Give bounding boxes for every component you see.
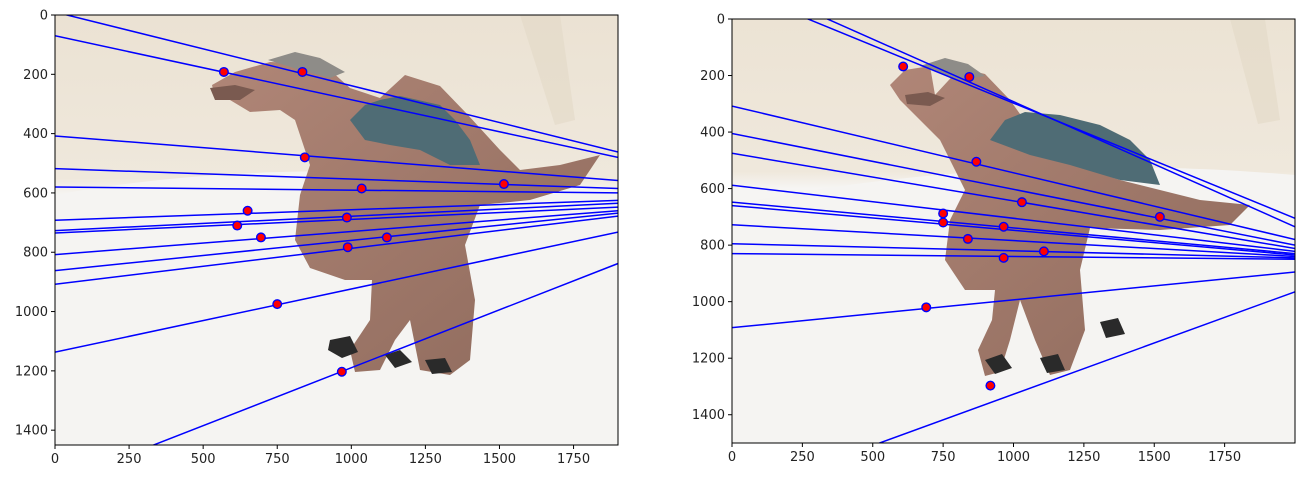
keypoint-7 xyxy=(938,217,949,228)
y-tick-label-1400: 1400 xyxy=(15,424,48,439)
y-tick-label-600: 600 xyxy=(700,182,725,197)
epiline-2 xyxy=(55,35,618,159)
epiline-3 xyxy=(732,105,1295,241)
epiline-11 xyxy=(732,252,1295,261)
y-tick-label-600: 600 xyxy=(23,186,48,201)
epiline-12 xyxy=(732,271,1295,329)
epiline-6 xyxy=(732,184,1295,253)
epiline-7 xyxy=(732,201,1295,255)
keypoint-1 xyxy=(218,66,229,77)
epiline-9 xyxy=(732,224,1295,258)
y-tick-label-1200: 1200 xyxy=(692,352,725,367)
y-tick-label-400: 400 xyxy=(700,126,725,141)
keypoint-1 xyxy=(898,61,909,72)
keypoint-9 xyxy=(962,233,973,244)
keypoint-11 xyxy=(342,242,353,253)
keypoint-5 xyxy=(356,183,367,194)
epiline-3 xyxy=(55,135,618,182)
y-tick-label-1000: 1000 xyxy=(692,295,725,310)
keypoint-6 xyxy=(938,208,949,219)
keypoint-2 xyxy=(297,66,308,77)
epiline-11 xyxy=(55,215,618,286)
keypoint-12 xyxy=(921,302,932,313)
epiline-1 xyxy=(806,19,1295,219)
x-tick-label-500: 500 xyxy=(191,452,216,467)
keypoint-13 xyxy=(336,366,347,377)
x-tick-label-0: 0 xyxy=(728,450,736,465)
epiline-5 xyxy=(732,152,1295,250)
epiline-2 xyxy=(825,19,1295,228)
epiline-1 xyxy=(63,15,618,153)
keypoint-12 xyxy=(272,299,283,310)
x-tick-label-750: 750 xyxy=(265,452,290,467)
keypoint-4 xyxy=(498,179,509,190)
x-tick-label-1250: 1250 xyxy=(1067,450,1100,465)
x-tick-label-1750: 1750 xyxy=(1208,450,1241,465)
epiline-10 xyxy=(732,242,1295,259)
left-x-axis: 0 250 500 750 1000 1250 1500 1750 xyxy=(51,445,590,467)
x-tick-label-1000: 1000 xyxy=(335,452,368,467)
y-tick-label-1400: 1400 xyxy=(692,408,725,423)
right-image-axes: 0 250 500 750 1000 1250 1500 1750 0 200 400 600 800… xyxy=(692,13,1296,465)
y-tick-label-200: 200 xyxy=(700,69,725,84)
keypoint-2 xyxy=(964,71,975,82)
keypoint-10 xyxy=(1038,246,1049,257)
y-tick-label-0: 0 xyxy=(717,13,725,28)
x-tick-label-250: 250 xyxy=(790,450,815,465)
keypoint-6 xyxy=(242,205,253,216)
x-tick-label-1500: 1500 xyxy=(1138,450,1171,465)
dinosaur-figure-right xyxy=(890,58,1250,376)
epiline-9 xyxy=(55,209,618,256)
y-tick-label-800: 800 xyxy=(700,239,725,254)
epiline-12 xyxy=(55,231,618,353)
right-epilines xyxy=(732,19,1295,443)
left-axes-frame xyxy=(54,14,619,446)
epiline-13 xyxy=(877,291,1295,443)
epiline-4 xyxy=(732,132,1295,246)
y-tick-label-800: 800 xyxy=(23,246,48,261)
y-tick-label-0: 0 xyxy=(40,9,48,24)
y-tick-label-1000: 1000 xyxy=(15,305,48,320)
right-x-axis: 0 250 500 750 1000 1250 1500 1750 xyxy=(728,443,1241,465)
y-tick-label-1200: 1200 xyxy=(15,364,48,379)
epiline-8 xyxy=(55,206,618,234)
left-keypoints xyxy=(218,66,509,377)
keypoint-7 xyxy=(341,212,352,223)
keypoint-3 xyxy=(299,152,310,163)
epiline-13 xyxy=(151,262,618,445)
x-tick-label-750: 750 xyxy=(931,450,956,465)
x-tick-label-1500: 1500 xyxy=(483,452,516,467)
dinosaur-figure-left xyxy=(210,52,600,375)
epiline-10 xyxy=(55,212,618,272)
left-image-axes: 0 250 500 750 1000 1250 1500 1750 0 200 400 600 800… xyxy=(15,9,619,467)
left-epilines xyxy=(55,15,618,445)
right-y-axis: 0 200 400 600 800 1000 1200 1400 xyxy=(692,13,732,423)
epiline-4 xyxy=(55,167,618,190)
y-tick-label-400: 400 xyxy=(23,127,48,142)
x-tick-label-250: 250 xyxy=(117,452,142,467)
keypoint-10 xyxy=(381,232,392,243)
keypoint-8 xyxy=(232,220,243,231)
x-tick-label-1750: 1750 xyxy=(557,452,590,467)
keypoint-9 xyxy=(255,232,266,243)
y-tick-label-200: 200 xyxy=(23,68,48,83)
keypoint-8 xyxy=(998,221,1009,232)
x-tick-label-500: 500 xyxy=(860,450,885,465)
right-keypoints xyxy=(898,61,1165,391)
x-tick-label-1000: 1000 xyxy=(997,450,1030,465)
x-tick-label-1250: 1250 xyxy=(409,452,442,467)
left-image-photo xyxy=(55,15,618,445)
keypoint-11 xyxy=(998,252,1009,263)
epiline-6 xyxy=(55,199,618,221)
keypoint-13 xyxy=(985,380,996,391)
keypoint-3 xyxy=(971,156,982,167)
keypoint-5 xyxy=(1154,211,1165,222)
epiline-7 xyxy=(55,202,618,232)
epiline-5 xyxy=(55,186,618,194)
keypoint-4 xyxy=(1016,197,1027,208)
left-y-axis: 0 200 400 600 800 1000 1200 1400 xyxy=(15,9,55,439)
x-tick-label-0: 0 xyxy=(51,452,59,467)
epiline-8 xyxy=(732,204,1295,256)
